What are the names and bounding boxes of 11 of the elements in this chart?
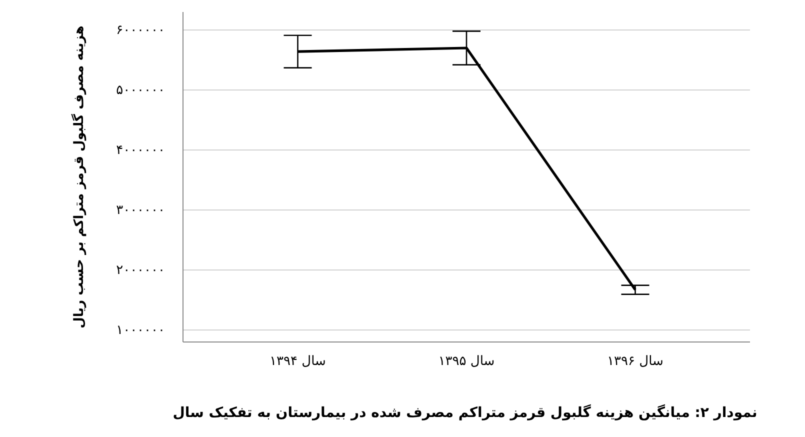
x-tick-label: سال ۱۳۹۶ [607,354,664,370]
y-tick-label: ۳۰۰۰۰۰۰ [116,203,165,218]
y-tick-label: ۲۰۰۰۰۰۰ [116,263,165,278]
text: نمودار ۲: میانگین هزینه گلبول قرمز متراکم مصرف شده در بیمارستان به تفکیک سال [172,404,758,421]
x-tick-label: سال ۱۳۹۵ [438,354,495,370]
x-tick-label: سال ۱۳۹۴ [270,354,326,370]
y-axis-title: هزینه مصرف گلبول قرمز متراکم بر حسب ریال [71,26,87,328]
y-tick-label: ۱۰۰۰۰۰۰ [116,323,165,338]
y-tick-label: ۶۰۰۰۰۰۰ [116,23,165,38]
y-tick-label: ۴۰۰۰۰۰۰ [116,143,165,158]
y-tick-label: ۵۰۰۰۰۰۰ [116,83,165,98]
